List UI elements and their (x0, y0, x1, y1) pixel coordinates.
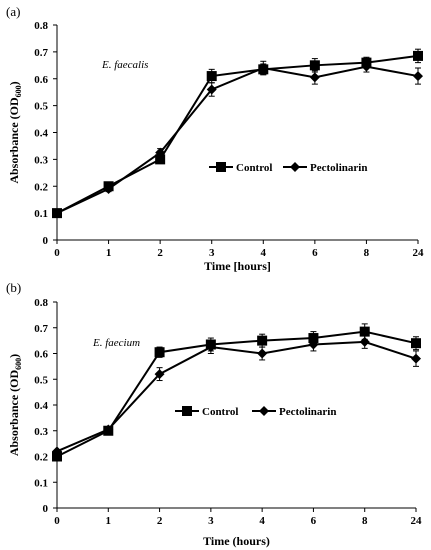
chart-panel-b: (b) 0 0.1 0.2 0.3 0.4 0.5 0.6 0.7 0.8 0 1 2 3 4 6 8 24 Tim… (6, 280, 422, 548)
y-tick-label: 0 (43, 235, 49, 247)
data-point-diamond (361, 61, 372, 72)
y-tick-label: 0.3 (34, 154, 48, 166)
y-tick-label: 0.7 (34, 323, 48, 335)
y-tick-label: 0.2 (34, 181, 48, 193)
y-axis-title-end: ) (7, 81, 21, 85)
x-tick-label: 8 (364, 247, 370, 259)
x-tick-label: 2 (157, 515, 163, 527)
x-axis-title: Time (hours) (203, 534, 270, 548)
data-point-square (413, 50, 423, 61)
data-point-square (52, 451, 62, 462)
series-line (56, 330, 417, 458)
legend-marker-square (182, 406, 192, 416)
panel-label: (a) (6, 4, 20, 19)
y-axis-title: Absorbance (OD600) (7, 354, 23, 456)
y-tick-label: 0.5 (34, 101, 48, 113)
data-point-square (359, 326, 370, 337)
x-tick-label: 4 (259, 515, 265, 527)
y-tick-label: 0.6 (34, 74, 48, 86)
x-tick-label: 3 (209, 247, 215, 259)
series-line (56, 65, 419, 215)
data-point-square (154, 347, 165, 358)
data-point-diamond (52, 446, 62, 457)
data-point-diamond (103, 424, 114, 435)
organism-label: E. faecalis (101, 59, 148, 71)
x-tick-label: 2 (157, 247, 163, 259)
y-axis-title-end: ) (7, 354, 21, 358)
x-tick-label: 4 (261, 247, 267, 259)
data-point-diamond (359, 336, 370, 347)
data-point-square (206, 71, 217, 82)
y-axis-title-text: Absorbance (OD (7, 370, 21, 457)
legend-label: Control (236, 162, 272, 174)
y-axis-title-subscript: 600 (14, 85, 23, 97)
legend-marker-diamond (259, 406, 269, 416)
organism-label: E. faecium (92, 337, 140, 349)
data-point-diamond (206, 84, 217, 95)
x-axis-title: Time [hours] (204, 259, 271, 273)
data-point-diamond (258, 63, 269, 73)
data-point-diamond (52, 208, 62, 219)
y-tick-label: 0.1 (34, 477, 48, 489)
y-tick-label: 0.8 (34, 20, 48, 32)
y-tick-label: 0 (43, 503, 49, 515)
data-point-diamond (413, 71, 423, 82)
y-axis-title-subscript: 600 (14, 358, 23, 370)
x-tick-label: 8 (362, 515, 368, 527)
y-tick-label: 0.3 (34, 426, 48, 438)
chart-panel-a: (a) 0 0.1 0.2 0.3 0.4 0.5 0.6 0.7 0.8 0 1 2 3 4 6 8 24 Tim… (6, 4, 424, 273)
x-tick-label: 0 (54, 515, 60, 527)
data-point-square (309, 60, 320, 71)
y-tick-label: 0.7 (34, 47, 48, 59)
y-axis-title: Absorbance (OD600) (7, 81, 23, 183)
legend: Control Pectolinarin (209, 162, 367, 174)
y-tick-label: 0.8 (34, 297, 48, 309)
series-pectolinarin (52, 334, 421, 457)
x-tick-label: 6 (312, 247, 318, 259)
data-point-diamond (103, 183, 114, 194)
legend-label: Pectolinarin (279, 406, 336, 418)
data-point-diamond (308, 339, 319, 350)
y-axis-title-text: Absorbance (OD (7, 97, 21, 184)
data-point-square (257, 335, 268, 346)
x-tick-label: 24 (411, 515, 423, 527)
data-point-diamond (309, 72, 320, 83)
legend-label: Pectolinarin (310, 162, 367, 174)
series-pectolinarin (52, 60, 423, 219)
y-tick-label: 0.4 (34, 128, 48, 140)
y-tick-label: 0.2 (34, 452, 48, 464)
x-tick-label: 1 (106, 515, 112, 527)
data-point-diamond (257, 348, 268, 359)
legend-label: Control (202, 406, 238, 418)
y-tick-label: 0.1 (34, 208, 48, 220)
y-tick-label: 0.6 (34, 349, 48, 361)
data-point-square (411, 338, 421, 349)
x-tick-label: 3 (208, 515, 214, 527)
y-tick-label: 0.5 (34, 374, 48, 386)
x-tick-label: 6 (311, 515, 317, 527)
x-tick-label: 0 (54, 247, 60, 259)
x-tick-label: 24 (413, 247, 425, 259)
legend: Control Pectolinarin (175, 406, 336, 418)
panel-label: (b) (6, 280, 21, 295)
y-tick-label: 0.4 (34, 400, 48, 412)
data-point-square (155, 154, 166, 165)
data-point-diamond (411, 353, 421, 364)
series-line (56, 340, 417, 453)
data-point-diamond (154, 369, 165, 380)
x-tick-label: 1 (106, 247, 112, 259)
legend-marker-diamond (290, 162, 300, 172)
data-point-diamond (155, 147, 166, 158)
data-point-diamond (205, 342, 216, 353)
legend-marker-square (216, 162, 226, 172)
